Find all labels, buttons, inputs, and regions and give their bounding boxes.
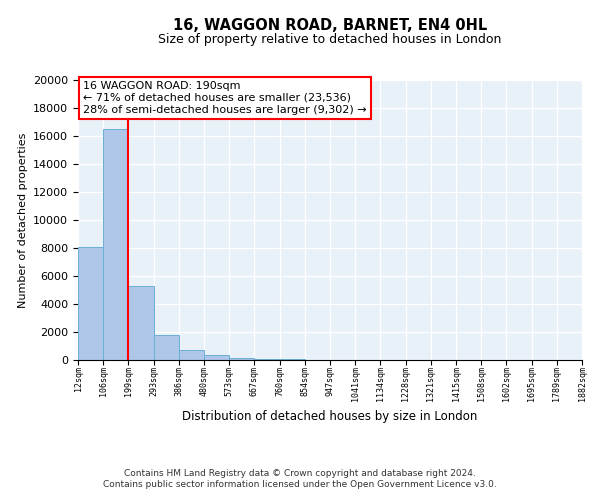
Bar: [78, 246, 103, 360]
Text: Contains public sector information licensed under the Open Government Licence v3: Contains public sector information licen…: [103, 480, 497, 489]
Bar: [204, 355, 229, 360]
Bar: [179, 350, 204, 360]
Bar: [254, 358, 280, 360]
Text: Contains HM Land Registry data © Crown copyright and database right 2024.: Contains HM Land Registry data © Crown c…: [124, 468, 476, 477]
X-axis label: Distribution of detached houses by size in London: Distribution of detached houses by size …: [182, 410, 478, 422]
Bar: [154, 335, 179, 360]
Bar: [128, 286, 154, 360]
Text: Size of property relative to detached houses in London: Size of property relative to detached ho…: [158, 32, 502, 46]
Y-axis label: Number of detached properties: Number of detached properties: [17, 132, 28, 308]
Bar: [103, 129, 128, 360]
Text: 16 WAGGON ROAD: 190sqm
← 71% of detached houses are smaller (23,536)
28% of semi: 16 WAGGON ROAD: 190sqm ← 71% of detached…: [83, 82, 367, 114]
Text: 16, WAGGON ROAD, BARNET, EN4 0HL: 16, WAGGON ROAD, BARNET, EN4 0HL: [173, 18, 487, 32]
Bar: [229, 358, 254, 360]
